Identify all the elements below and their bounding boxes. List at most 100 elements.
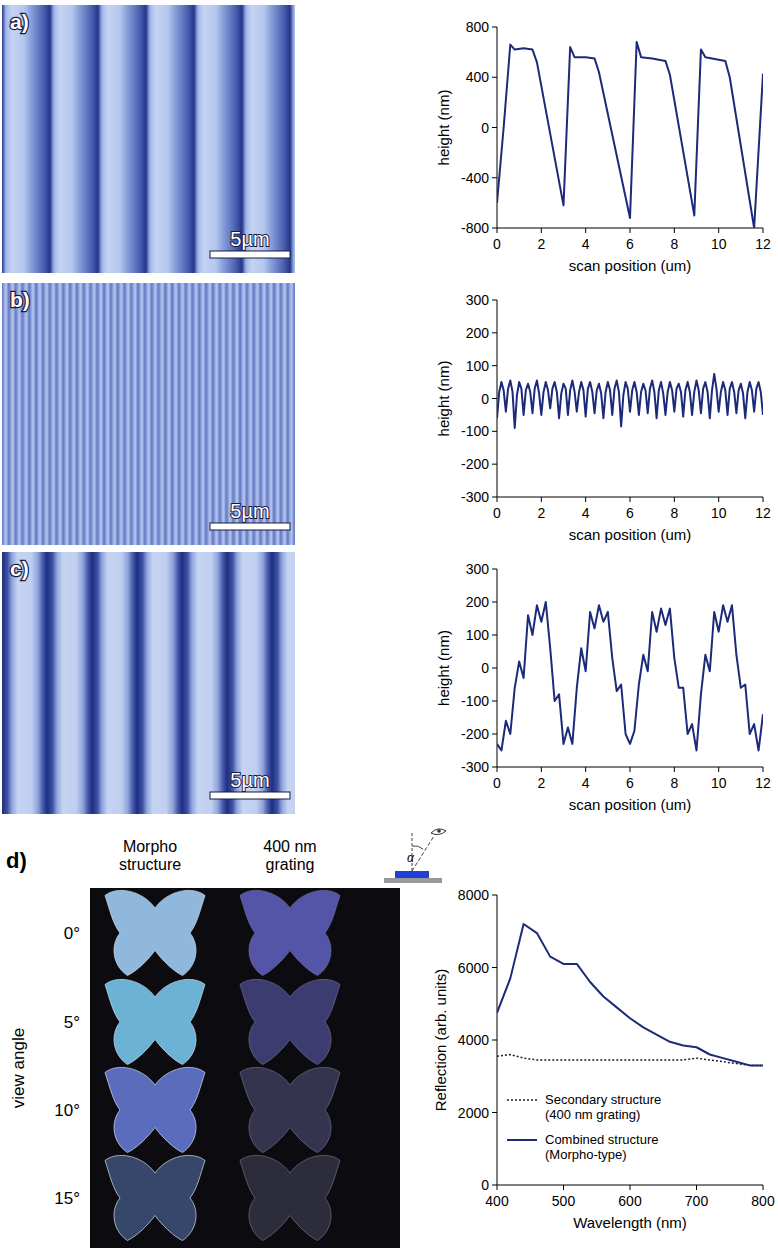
scale-bar [210, 523, 290, 530]
row-label: 0° [64, 924, 80, 943]
legend-label: Secondary structure(400 nm grating) [545, 1092, 661, 1122]
y-tick [492, 228, 497, 229]
x-tick [763, 767, 764, 772]
y-tick-label: 800 [466, 19, 490, 35]
x-tick-label: 600 [618, 1193, 642, 1209]
eye-pupil [437, 829, 441, 833]
y-tick-label: -300 [461, 489, 489, 505]
legend-label: Combined structure(Morpho-type) [545, 1132, 658, 1162]
stage [384, 878, 442, 883]
x-tick [585, 497, 586, 502]
y-tick-label: 200 [466, 594, 490, 610]
y-tick-label: 300 [466, 292, 490, 308]
y-tick-label: 100 [466, 627, 490, 643]
x-tick [696, 1185, 697, 1190]
y-tick-label: -100 [461, 693, 489, 709]
y-axis-title: height (nm) [435, 361, 452, 437]
y-tick [492, 967, 497, 968]
afm-image [2, 5, 295, 273]
butterfly [105, 1067, 205, 1152]
y-tick [492, 27, 497, 28]
x-tick [763, 1185, 764, 1190]
x-tick-label: 10 [711, 775, 727, 791]
y-tick-label: 8000 [458, 887, 489, 903]
y-tick [492, 602, 497, 603]
plot-area [497, 42, 763, 228]
x-tick-label: 4 [582, 505, 590, 521]
chart: -300-200-1000100200300024681012scan posi… [435, 292, 771, 543]
series-line [497, 1055, 763, 1066]
butterfly [240, 1155, 340, 1240]
y-tick [492, 1040, 497, 1041]
angle-arc [412, 846, 423, 849]
x-tick-label: 10 [711, 236, 727, 252]
butterfly [240, 890, 340, 975]
x-tick [497, 1185, 498, 1190]
x-tick [630, 767, 631, 772]
y-tick-label: 2000 [458, 1105, 489, 1121]
series-line [497, 602, 763, 751]
butterfly [105, 1155, 205, 1240]
x-tick [630, 497, 631, 502]
x-tick-label: 0 [493, 505, 501, 521]
x-tick-label: 12 [755, 775, 771, 791]
x-axis-title: Wavelength (nm) [573, 1214, 687, 1231]
y-tick [492, 398, 497, 399]
scale-bar [210, 792, 290, 799]
x-tick-label: 400 [485, 1193, 509, 1209]
legend-line: (Morpho-type) [545, 1147, 627, 1162]
x-tick-label: 500 [552, 1193, 576, 1209]
y-tick-label: 0 [481, 1177, 489, 1193]
y-tick [492, 895, 497, 896]
x-tick-label: 800 [751, 1193, 775, 1209]
x-tick-label: 2 [537, 236, 545, 252]
y-axis-title: height (nm) [435, 630, 452, 706]
y-tick [492, 177, 497, 178]
y-tick-label: 200 [466, 325, 490, 341]
x-tick-label: 6 [626, 775, 634, 791]
x-tick-label: 700 [685, 1193, 709, 1209]
y-tick [492, 734, 497, 735]
x-tick-label: 10 [711, 505, 727, 521]
butterfly [240, 979, 340, 1064]
y-tick-label: 0 [481, 391, 489, 407]
x-axis-title: scan position (um) [569, 796, 692, 813]
y-tick [492, 767, 497, 768]
afm-image [2, 552, 295, 814]
x-tick [541, 767, 542, 772]
x-tick-label: 8 [670, 775, 678, 791]
series-line [497, 42, 763, 228]
x-tick-label: 8 [670, 236, 678, 252]
y-tick-label: 400 [466, 69, 490, 85]
plot-area [497, 602, 763, 751]
plot-area [497, 924, 763, 1065]
y-axis-title: height (nm) [435, 90, 452, 166]
x-tick [718, 497, 719, 502]
y-tick [492, 431, 497, 432]
series-line [497, 924, 763, 1065]
label-line: Morpho [123, 838, 177, 855]
x-tick-label: 8 [670, 505, 678, 521]
photo [90, 888, 400, 1248]
row-label: 10° [54, 1101, 80, 1120]
y-tick-label: 0 [481, 120, 489, 136]
x-tick [630, 228, 631, 233]
y-axis-title: Reflection (arb. units) [432, 969, 449, 1112]
legend-swatch [507, 1099, 537, 1101]
x-tick [497, 497, 498, 502]
row-label: 15° [54, 1189, 80, 1208]
afm-image [2, 283, 295, 545]
legend-line: Combined structure [545, 1132, 658, 1147]
y-tick [492, 497, 497, 498]
x-tick [541, 497, 542, 502]
y-tick [492, 569, 497, 570]
scale-bar-label: 5µm [230, 769, 269, 791]
x-tick [585, 228, 586, 233]
butterfly [105, 979, 205, 1064]
y-tick-label: 6000 [458, 960, 489, 976]
y-tick [492, 127, 497, 128]
scale-bar [210, 251, 290, 258]
y-tick-label: -800 [461, 220, 489, 236]
x-tick [630, 1185, 631, 1190]
x-tick-label: 12 [755, 505, 771, 521]
